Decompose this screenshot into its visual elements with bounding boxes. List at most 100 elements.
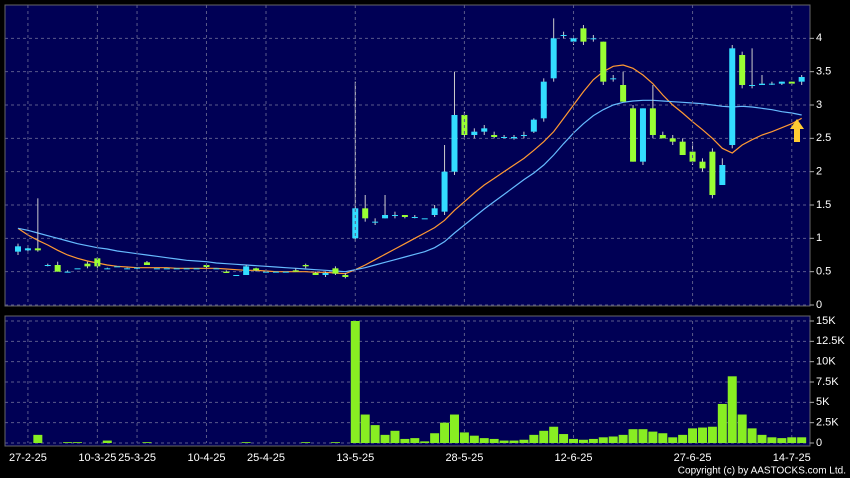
candle-body	[44, 265, 51, 266]
volume-bar	[73, 442, 83, 443]
y-tick-label: 15K	[816, 315, 836, 327]
candle-body	[798, 77, 805, 82]
candle-body	[520, 135, 527, 136]
candle-body	[421, 218, 428, 220]
volume-bar	[539, 430, 549, 443]
candle-body	[491, 135, 498, 137]
y-tick-label: 4	[816, 32, 822, 44]
candle-body	[709, 151, 716, 195]
volume-bar	[469, 435, 479, 443]
x-tick-label: 14-7-25	[773, 452, 811, 464]
candle-body	[15, 246, 21, 252]
volume-bar	[529, 434, 539, 443]
y-tick-label: 3	[816, 99, 822, 111]
candle-body	[64, 271, 71, 273]
candle-body	[719, 165, 726, 185]
candle-body	[620, 85, 627, 102]
volume-bar	[142, 442, 152, 443]
volume-bar	[479, 438, 489, 443]
candle-body	[342, 275, 349, 277]
candle-body	[54, 265, 61, 272]
y-tick-label: 5K	[816, 396, 830, 408]
y-tick-label: 2	[816, 166, 822, 178]
plot-layer: 0 0.5 1 1.5 2 2.5 3 3.5 4 0 2.5K 5K 7.5K 10K 12.5K 15K 2…	[5, 5, 845, 464]
volume-bar	[63, 442, 73, 443]
candle-body	[778, 81, 785, 84]
arrow-icon	[790, 119, 804, 142]
volume-bar	[459, 432, 469, 443]
candle-body	[84, 263, 91, 267]
x-tick-label: 25-4-25	[247, 452, 285, 464]
candle-body	[183, 268, 190, 270]
volume-bar	[489, 438, 499, 443]
volume-bar	[608, 436, 618, 443]
candle-body	[580, 28, 587, 42]
volume-bar	[102, 440, 112, 443]
volume-bar	[598, 437, 608, 443]
candle-body	[312, 273, 319, 275]
price-panel	[4, 4, 811, 307]
volume-bar	[519, 439, 529, 443]
copyright: Copyright (c) by AASTOCKS.com Ltd.	[678, 466, 846, 477]
volume-bar	[410, 438, 420, 443]
candle-body	[382, 215, 389, 219]
volume-bar	[727, 376, 737, 443]
candle-body	[759, 83, 765, 85]
volume-bar	[717, 403, 727, 443]
volume-bar	[658, 433, 668, 443]
y-tick-label: 3.5	[816, 66, 831, 78]
volume-bar	[668, 437, 678, 443]
candle-body	[134, 267, 141, 269]
volume-bar	[757, 434, 767, 443]
candle-body	[639, 108, 646, 162]
candle-body	[173, 268, 180, 270]
y-tick-label: 7.5K	[816, 376, 839, 388]
candle-body	[699, 161, 706, 169]
volume-bar	[400, 438, 410, 443]
candle-body	[669, 138, 676, 142]
x-tick-label: 12-6-25	[555, 452, 593, 464]
volume-bar	[499, 440, 509, 443]
candle-body	[739, 55, 746, 85]
x-tick-label: 10-3-25	[78, 452, 116, 464]
volume-bar	[648, 431, 658, 443]
candle-body	[153, 268, 160, 270]
candle-body	[560, 35, 567, 36]
candle-body	[511, 137, 517, 139]
candle-body	[94, 258, 101, 267]
candle-body	[451, 115, 458, 172]
volume-bar	[707, 426, 717, 443]
volume-bar	[549, 426, 559, 443]
volume-bar	[559, 434, 569, 443]
volume-bar	[449, 414, 459, 443]
candle-body	[253, 268, 260, 271]
moving-average-line	[17, 64, 802, 275]
y-tick-label: 2.5K	[816, 417, 839, 429]
volume-bar	[688, 428, 698, 443]
volume-bar	[737, 414, 747, 443]
candle-body	[540, 81, 547, 119]
candle-body	[104, 268, 111, 270]
candle-body	[659, 135, 666, 139]
y-tick-label: 0	[816, 437, 822, 449]
candle-body	[193, 268, 200, 270]
candle-body	[431, 208, 438, 215]
candle-body	[679, 141, 686, 155]
candle-body	[143, 262, 150, 265]
candle-body	[213, 268, 220, 270]
volume-bar	[390, 430, 400, 443]
y-tick-label: 1	[816, 232, 822, 244]
volume-bar	[33, 434, 43, 443]
candle-body	[243, 266, 250, 275]
x-tick-label: 28-5-25	[445, 452, 483, 464]
x-tick-label: 13-5-25	[336, 452, 374, 464]
candle-body	[332, 268, 339, 274]
candle-body	[471, 131, 478, 135]
candle-body	[501, 137, 508, 138]
candle-body	[362, 208, 369, 219]
volume-bar	[618, 434, 628, 443]
y-tick-label: 0	[816, 299, 822, 311]
volume-bar	[380, 434, 390, 443]
candle-body	[749, 85, 756, 86]
